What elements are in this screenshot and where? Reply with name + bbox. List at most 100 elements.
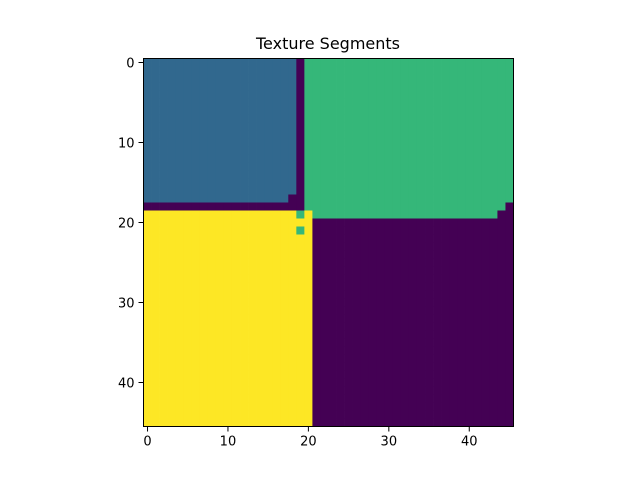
heatmap-cell	[215, 218, 225, 227]
heatmap-cell	[215, 186, 225, 195]
heatmap-cell	[352, 386, 362, 395]
heatmap-cell	[215, 378, 225, 387]
heatmap-cell	[425, 338, 434, 347]
heatmap-cell	[457, 274, 466, 283]
heatmap-cell	[336, 98, 345, 107]
heatmap-cell	[280, 202, 289, 211]
heatmap-cell	[336, 418, 345, 427]
heatmap-cell	[240, 58, 249, 67]
heatmap-cell	[296, 210, 305, 219]
heatmap-cell	[312, 258, 321, 267]
heatmap-cell	[296, 362, 305, 371]
heatmap-cell	[240, 66, 249, 75]
heatmap-cell	[296, 322, 305, 331]
heatmap-cell	[215, 314, 225, 323]
heatmap-cell	[296, 242, 305, 251]
heatmap-cell	[497, 82, 506, 91]
heatmap-cell	[175, 418, 185, 427]
heatmap-cell	[449, 410, 458, 419]
heatmap-cell	[223, 338, 233, 347]
heatmap-cell	[215, 250, 225, 259]
heatmap-cell	[352, 234, 362, 243]
heatmap-cell	[425, 146, 434, 155]
heatmap-cell	[384, 322, 394, 331]
heatmap-cell	[231, 130, 241, 139]
heatmap-cell	[264, 330, 273, 339]
y-tick-label: 20	[118, 217, 135, 232]
heatmap-cell	[272, 314, 281, 323]
heatmap-cell	[175, 394, 185, 403]
heatmap-cell	[240, 274, 249, 283]
heatmap-cell	[344, 58, 353, 67]
heatmap-cell	[256, 74, 265, 83]
heatmap-cell	[360, 266, 370, 275]
heatmap-cell	[368, 234, 378, 243]
heatmap-cell	[497, 418, 506, 427]
heatmap-cell	[392, 218, 402, 227]
heatmap-cell	[240, 306, 249, 315]
heatmap-cell	[400, 106, 410, 115]
heatmap-cell	[159, 274, 168, 283]
heatmap-cell	[360, 90, 370, 99]
heatmap-cell	[352, 178, 362, 187]
heatmap-cell	[215, 114, 225, 123]
heatmap-cell	[457, 74, 466, 83]
heatmap-cell	[288, 146, 297, 155]
heatmap-cell	[328, 146, 337, 155]
heatmap-cell	[473, 170, 482, 179]
heatmap-cell	[223, 130, 233, 139]
heatmap-cell	[505, 338, 514, 347]
heatmap-cell	[481, 378, 490, 387]
heatmap-cell	[473, 338, 482, 347]
heatmap-cell	[400, 410, 410, 419]
heatmap-cell	[416, 378, 426, 387]
heatmap-cell	[183, 250, 193, 259]
heatmap-cell	[328, 386, 337, 395]
heatmap-cell	[296, 146, 305, 155]
heatmap-cell	[489, 322, 498, 331]
heatmap-cell	[223, 386, 233, 395]
heatmap-cell	[368, 90, 378, 99]
heatmap-cell	[416, 394, 426, 403]
heatmap-cell	[199, 346, 209, 355]
heatmap-cell	[256, 242, 265, 251]
heatmap-cell	[352, 314, 362, 323]
heatmap-cell	[256, 338, 265, 347]
heatmap-cell	[183, 146, 193, 155]
heatmap-cell	[425, 282, 434, 291]
heatmap-cell	[376, 218, 386, 227]
heatmap-cell	[473, 354, 482, 363]
heatmap-cell	[183, 394, 193, 403]
heatmap-cell	[304, 362, 313, 371]
heatmap-cell	[151, 250, 160, 259]
heatmap-cell	[441, 410, 450, 419]
heatmap-cell	[240, 330, 249, 339]
heatmap-cell	[151, 106, 160, 115]
heatmap-cell	[183, 66, 193, 75]
heatmap-cell	[505, 354, 514, 363]
heatmap-cell	[352, 298, 362, 307]
heatmap-cell	[215, 194, 225, 203]
heatmap-cell	[248, 282, 257, 291]
heatmap-cell	[231, 378, 241, 387]
heatmap-cell	[223, 154, 233, 163]
heatmap-cell	[264, 298, 273, 307]
heatmap-cell	[416, 314, 426, 323]
heatmap-cell	[231, 354, 241, 363]
heatmap-cell	[473, 386, 482, 395]
heatmap-cell	[312, 330, 321, 339]
heatmap-cell	[167, 122, 177, 131]
heatmap-cell	[465, 282, 474, 291]
heatmap-cell	[465, 210, 474, 219]
heatmap-cell	[199, 218, 209, 227]
heatmap-cell	[441, 226, 450, 235]
heatmap-cell	[384, 74, 394, 83]
heatmap-cell	[151, 162, 160, 171]
heatmap-cell	[505, 330, 514, 339]
heatmap-cell	[384, 90, 394, 99]
heatmap-cell	[183, 410, 193, 419]
heatmap-cell	[215, 234, 225, 243]
heatmap-cell	[457, 346, 466, 355]
heatmap-cell	[336, 170, 345, 179]
heatmap-cell	[328, 282, 337, 291]
